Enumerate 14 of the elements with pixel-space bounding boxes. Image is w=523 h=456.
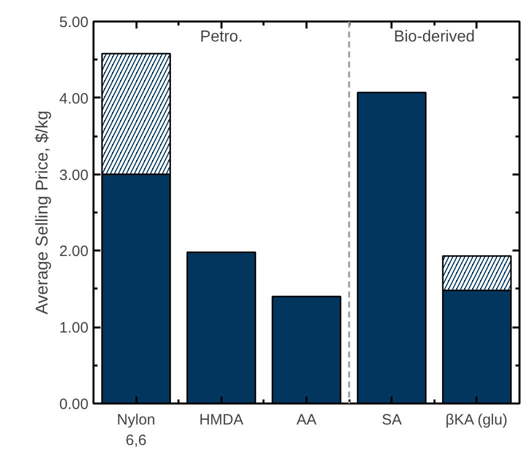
x-tick-label: HMDA [199,412,244,428]
y-tick-label: 0.00 [59,396,89,413]
annotation: Petro. [200,28,243,46]
y-axis-title: Average Selling Price, $/kg [32,110,52,314]
y-tick-label: 1.00 [59,320,89,337]
y-tick-label: 3.00 [59,166,89,184]
x-tick-label: βKA (glu) [445,412,508,428]
y-tick-label: 4.00 [59,90,89,108]
x-tick-label: Nylon 6,6 [116,412,156,449]
y-tick-label: 5.00 [59,14,89,31]
annotation: Bio-derived [394,28,475,46]
y-tick-label: 2.00 [59,243,89,260]
x-tick-label: AA [296,412,317,428]
x-tick-label: SA [382,412,402,428]
